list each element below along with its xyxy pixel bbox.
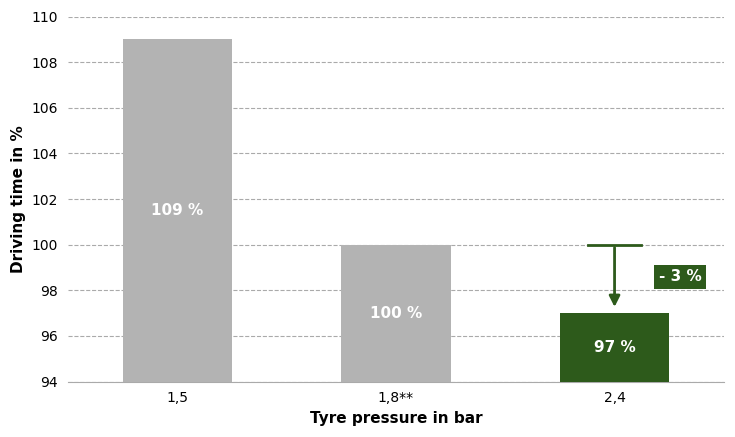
Text: 97 %: 97 % (594, 340, 636, 355)
Bar (341, 245, 451, 382)
Y-axis label: Driving time in %: Driving time in % (11, 125, 26, 273)
Text: - 3 %: - 3 % (659, 269, 701, 284)
Bar (123, 39, 232, 382)
Bar (560, 313, 670, 382)
Text: 100 %: 100 % (370, 305, 422, 321)
X-axis label: Tyre pressure in bar: Tyre pressure in bar (309, 411, 482, 426)
Text: 109 %: 109 % (151, 203, 204, 218)
